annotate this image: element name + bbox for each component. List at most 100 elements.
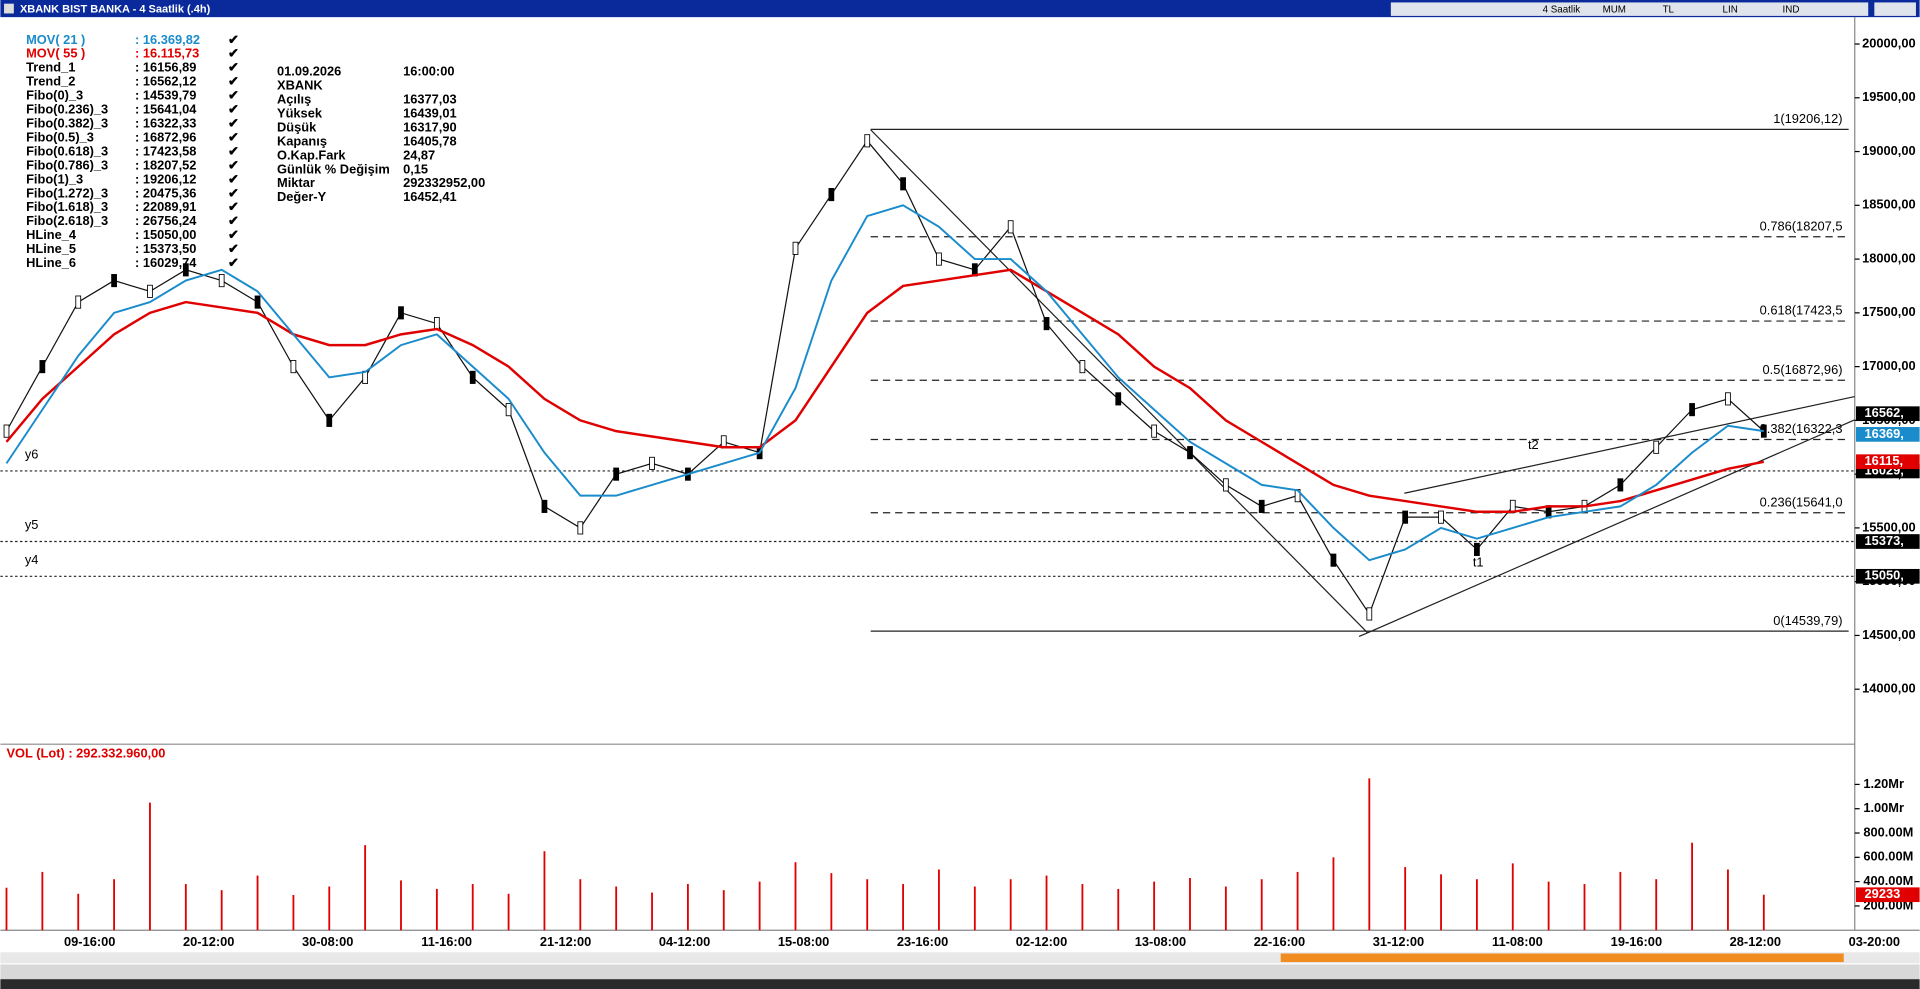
candle xyxy=(1115,392,1122,406)
info-text: 24,87 xyxy=(403,147,435,162)
candle xyxy=(900,177,906,191)
indicator-value: : 16156,89 xyxy=(135,60,196,75)
indicator-name: Trend_2 xyxy=(26,74,75,89)
candle xyxy=(649,456,655,470)
x-tick-label: 19-16:00 xyxy=(1611,934,1662,949)
indicator-value: : 16562,12 xyxy=(135,74,196,89)
check[interactable]: ✔ xyxy=(228,88,239,103)
candle xyxy=(1079,360,1086,374)
check[interactable]: ✔ xyxy=(228,199,239,214)
check[interactable]: ✔ xyxy=(228,157,239,172)
scrollbar[interactable] xyxy=(0,952,1920,964)
candle xyxy=(398,306,404,320)
fibo-label: 0.236(15641,0 xyxy=(1760,494,1843,509)
price-badge-label: 16115, xyxy=(1865,453,1904,468)
info-text: 16377,03 xyxy=(403,92,457,107)
candle xyxy=(469,370,476,384)
toolbar-item[interactable]: TL xyxy=(1663,4,1675,15)
x-tick-label: 28-12:00 xyxy=(1730,934,1781,949)
candle xyxy=(1617,478,1624,492)
hline-label: y4 xyxy=(25,552,39,567)
x-tick-label: 11-16:00 xyxy=(421,934,472,949)
check[interactable]: ✔ xyxy=(228,143,239,158)
x-tick-label: 22-16:00 xyxy=(1254,934,1305,949)
y-tick-label: 17000,00 xyxy=(1862,358,1916,373)
window-buttons[interactable] xyxy=(1874,2,1916,16)
candle xyxy=(1258,499,1265,513)
info-text: Düşük xyxy=(277,119,317,134)
price-line xyxy=(5,139,1765,616)
indicator-name: Fibo(0.786)_3 xyxy=(26,157,108,172)
volume-title: VOL (Lot) : 292.332.960,00 xyxy=(6,745,165,760)
info-text: 16405,78 xyxy=(403,133,457,148)
x-tick-label: 03-20:00 xyxy=(1849,934,1900,949)
candle xyxy=(1402,510,1409,524)
candle xyxy=(1222,478,1229,492)
info-text: 16452,41 xyxy=(403,189,457,204)
toolbar-item[interactable]: MUM xyxy=(1603,4,1626,15)
toolbar-item[interactable]: LIN xyxy=(1723,4,1738,15)
info-text: 0,15 xyxy=(403,161,428,176)
candle xyxy=(1653,440,1660,454)
candle xyxy=(505,403,512,417)
check[interactable]: ✔ xyxy=(228,129,239,144)
x-tick-label: 09-16:00 xyxy=(64,934,115,949)
indicator-name: HLine_5 xyxy=(26,241,76,256)
check[interactable]: ✔ xyxy=(228,60,239,75)
check[interactable]: ✔ xyxy=(228,74,239,89)
price-badge xyxy=(1855,406,1920,422)
candle xyxy=(39,360,46,374)
hline-label: y6 xyxy=(25,446,39,461)
trend-label: t2 xyxy=(1528,437,1539,452)
fibo-label: 0.5(16872,96) xyxy=(1763,362,1843,377)
check[interactable]: ✔ xyxy=(228,213,239,228)
mov21-line xyxy=(5,204,1764,562)
check[interactable]: ✔ xyxy=(228,227,239,242)
indicator-name: MOV( 21 ) xyxy=(26,32,85,47)
candle xyxy=(218,274,225,288)
check[interactable]: ✔ xyxy=(228,255,239,270)
y-tick-label: 20000,00 xyxy=(1862,35,1916,50)
indicator-value: : 15373,50 xyxy=(135,241,196,256)
toolbar-item[interactable]: 4 Saatlik xyxy=(1543,4,1581,15)
y-tick-label: 14500,00 xyxy=(1862,627,1916,642)
candle xyxy=(1151,424,1158,438)
candle xyxy=(613,467,620,481)
indicator-name: Fibo(1.618)_3 xyxy=(26,199,108,214)
check[interactable]: ✔ xyxy=(228,102,239,117)
scroll-thumb[interactable] xyxy=(1280,953,1844,963)
app-icon xyxy=(4,3,14,14)
candle xyxy=(75,295,82,309)
y-tick-label: 15500,00 xyxy=(1862,519,1916,534)
x-tick-label: 30-08:00 xyxy=(302,934,353,949)
vol-tick-label: 400.00M xyxy=(1863,873,1913,888)
y-tick-label: 18500,00 xyxy=(1862,197,1916,212)
info-text: 16317,90 xyxy=(403,119,457,134)
indicator-value: : 16029,74 xyxy=(135,255,197,270)
candle xyxy=(290,360,297,374)
indicator-value: : 14539,79 xyxy=(135,88,196,103)
indicator-name: Fibo(0.618)_3 xyxy=(26,143,108,158)
check[interactable]: ✔ xyxy=(228,241,239,256)
candle xyxy=(147,284,153,298)
candle xyxy=(864,134,871,148)
info-text: Açılış xyxy=(277,92,311,107)
candle xyxy=(326,413,333,427)
toolbar xyxy=(1390,2,1869,16)
check[interactable]: ✔ xyxy=(228,116,239,131)
candle xyxy=(1474,542,1480,556)
x-tick-label: 31-12:00 xyxy=(1373,934,1424,949)
candle xyxy=(1438,510,1444,524)
info-text: Günlük % Değişim xyxy=(277,161,390,176)
check[interactable]: ✔ xyxy=(228,46,239,61)
check[interactable]: ✔ xyxy=(228,32,239,47)
candle xyxy=(1187,446,1193,460)
indicator-name: HLine_6 xyxy=(26,255,76,270)
check[interactable]: ✔ xyxy=(228,185,239,200)
check[interactable]: ✔ xyxy=(228,171,239,186)
price-badge-label: 16369, xyxy=(1865,426,1904,441)
toolbar-item[interactable]: IND xyxy=(1783,4,1800,15)
indicator-value: : 16.115,73 xyxy=(135,46,199,61)
price-badge xyxy=(1855,534,1920,549)
